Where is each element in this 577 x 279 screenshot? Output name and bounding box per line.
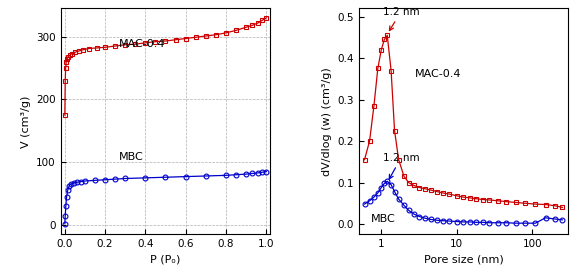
Text: MBC: MBC [370, 214, 395, 224]
X-axis label: Pore size (nm): Pore size (nm) [424, 255, 503, 265]
Text: MAC-0.4: MAC-0.4 [119, 39, 166, 49]
Y-axis label: V (cm³/g): V (cm³/g) [21, 95, 31, 148]
Text: 1.2 nm: 1.2 nm [383, 153, 419, 179]
X-axis label: P (Pₒ): P (Pₒ) [150, 255, 181, 265]
Text: MAC-0.4: MAC-0.4 [415, 69, 462, 79]
Y-axis label: dV/dlog (w) (cm³/g): dV/dlog (w) (cm³/g) [321, 67, 332, 176]
Text: 1.2 nm: 1.2 nm [383, 7, 419, 30]
Text: MBC: MBC [119, 152, 144, 162]
